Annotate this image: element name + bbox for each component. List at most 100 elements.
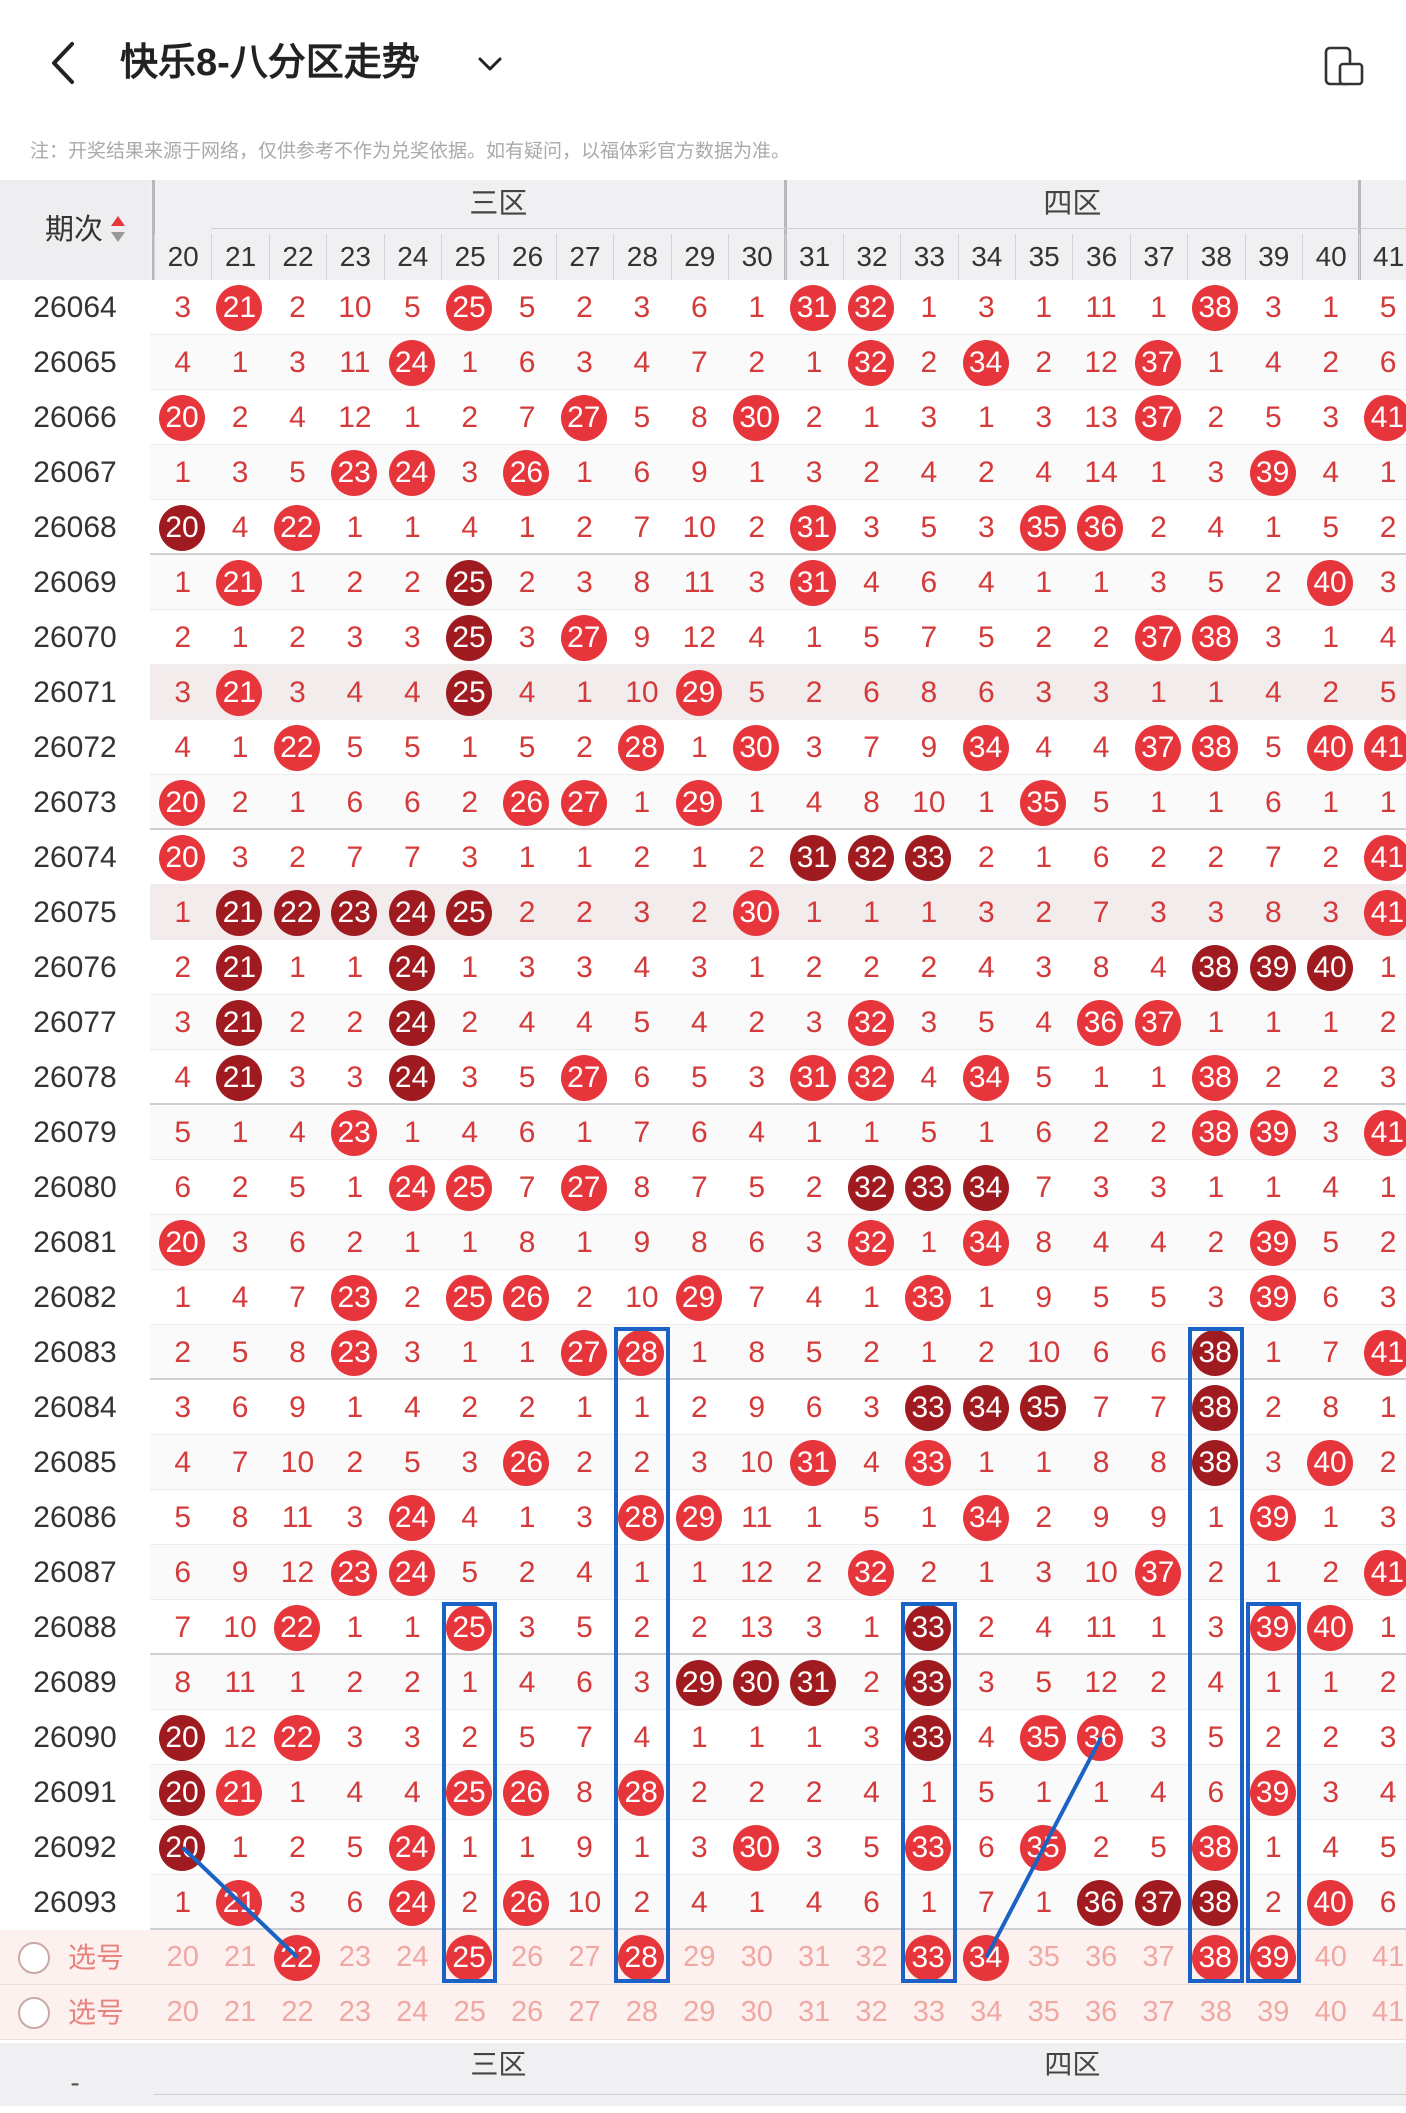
back-chevron-icon[interactable]	[40, 38, 90, 88]
omission-count: 4	[863, 566, 880, 599]
omission-count: 3	[748, 1061, 766, 1094]
number-ball: 24	[388, 340, 435, 386]
footer-column-number	[613, 2094, 671, 2106]
select-number[interactable]: 23	[338, 1941, 372, 1973]
selected-number-ball[interactable]: 39	[1249, 1935, 1296, 1981]
selected-number-ball[interactable]: 38	[1192, 1935, 1239, 1981]
period-cell: 26064	[0, 280, 150, 335]
page-title[interactable]: 快乐8-八分区走势	[120, 42, 420, 84]
select-number[interactable]: 29	[683, 1941, 716, 1973]
selected-number-ball[interactable]: 33	[905, 1935, 952, 1981]
period-cell: 26078	[0, 1050, 150, 1105]
select-number[interactable]: 40	[1314, 1941, 1347, 1973]
selected-number-ball[interactable]: 22	[273, 1935, 320, 1981]
select-number[interactable]: 36	[1084, 1996, 1118, 2028]
footer-column-number	[842, 2094, 901, 2106]
omission-count: 3	[346, 1061, 364, 1094]
select-label[interactable]: 选号	[68, 1942, 125, 1973]
number-ball: 20	[159, 395, 205, 441]
omission-count: 6	[1264, 786, 1282, 819]
omission-count: 2	[231, 786, 249, 819]
select-number[interactable]: 22	[281, 1996, 314, 2028]
select-number[interactable]: 37	[1142, 1996, 1175, 2028]
select-number[interactable]: 35	[1027, 1996, 1060, 2028]
radio-circle-icon[interactable]	[18, 1942, 50, 1974]
omission-count: 1	[1035, 1886, 1053, 1919]
select-number[interactable]: 23	[338, 1996, 372, 2028]
omission-count: 3	[1207, 456, 1225, 489]
select-number[interactable]: 25	[453, 1996, 486, 2028]
number-ball: 39	[1249, 1495, 1296, 1541]
omission-count: 9	[576, 1831, 593, 1864]
select-number[interactable]: 35	[1027, 1941, 1060, 1973]
omission-count: 5	[805, 1336, 823, 1369]
select-number[interactable]: 24	[396, 1996, 429, 2028]
select-number[interactable]: 31	[797, 1941, 831, 1973]
omission-count: 3	[403, 1336, 421, 1369]
select-number[interactable]: 20	[166, 1941, 199, 1973]
chevron-down-icon[interactable]	[472, 46, 508, 82]
selected-number-ball[interactable]: 34	[962, 1935, 1009, 1981]
number-ball: 27	[560, 780, 607, 826]
omission-count: 3	[1322, 401, 1340, 434]
select-number[interactable]: 21	[223, 1941, 257, 1973]
omission-count: 1	[1150, 676, 1167, 709]
select-number[interactable]: 34	[970, 1996, 1003, 2028]
period-cell: 26087	[0, 1545, 150, 1600]
selected-number-ball[interactable]: 28	[618, 1935, 665, 1981]
number-ball: 37	[1134, 1550, 1181, 1596]
select-number[interactable]: 36	[1084, 1941, 1118, 1973]
select-number[interactable]: 28	[625, 1996, 659, 2028]
omission-count: 4	[1150, 1226, 1167, 1259]
footer-column-number	[1187, 2094, 1245, 2106]
select-number[interactable]: 26	[510, 1941, 544, 1973]
select-number[interactable]: 32	[855, 1941, 888, 1973]
number-ball: 31	[790, 1440, 837, 1486]
select-label[interactable]: 选号	[68, 1997, 125, 2028]
select-number[interactable]: 27	[568, 1941, 601, 1973]
select-number[interactable]: 20	[166, 1996, 199, 2028]
omission-count: 6	[863, 676, 880, 709]
omission-count: 5	[1264, 731, 1282, 764]
omission-count: 1	[863, 1281, 880, 1314]
column-number: 28	[613, 234, 670, 280]
number-ball: 24	[388, 450, 435, 496]
period-header-cell[interactable]: 期次	[0, 180, 150, 280]
selected-number-ball[interactable]: 25	[446, 1935, 492, 1981]
number-ball: 37	[1134, 395, 1181, 441]
omission-count: 1	[1379, 1611, 1397, 1644]
select-number[interactable]: 27	[568, 1996, 601, 2028]
number-ball: 33	[905, 1385, 952, 1431]
omission-count: 2	[1264, 1886, 1282, 1919]
omission-count: 3	[518, 621, 536, 654]
select-number[interactable]: 30	[740, 1996, 773, 2028]
select-number[interactable]: 29	[683, 1996, 716, 2028]
select-number[interactable]: 41	[1371, 1941, 1405, 1973]
select-number[interactable]: 32	[855, 1996, 888, 2028]
phone-rotate-icon[interactable]	[1322, 44, 1366, 88]
sort-arrows-icon[interactable]	[110, 214, 126, 244]
omission-count: 4	[920, 1061, 938, 1094]
footer-column-number	[957, 2094, 1015, 2106]
select-number[interactable]: 21	[223, 1996, 257, 2028]
omission-count: 4	[690, 1886, 708, 1919]
select-number[interactable]: 33	[912, 1996, 946, 2028]
select-number[interactable]: 37	[1142, 1941, 1175, 1973]
footer-column-number	[498, 2094, 556, 2106]
select-number[interactable]: 38	[1199, 1996, 1233, 2028]
omission-count: 6	[231, 1391, 249, 1424]
number-ball: 23	[331, 1110, 378, 1156]
radio-circle-icon[interactable]	[18, 1997, 50, 2029]
select-number[interactable]: 30	[740, 1941, 773, 1973]
select-number[interactable]: 31	[797, 1996, 831, 2028]
select-number[interactable]: 40	[1314, 1996, 1347, 2028]
number-ball: 28	[618, 725, 665, 771]
select-number[interactable]: 24	[396, 1941, 429, 1973]
title-bar: 快乐8-八分区走势	[0, 0, 1406, 130]
select-number[interactable]: 39	[1257, 1996, 1290, 2028]
omission-count: 8	[1264, 896, 1282, 929]
select-number[interactable]: 41	[1371, 1996, 1405, 2028]
omission-count: 2	[1150, 841, 1167, 874]
select-number[interactable]: 26	[510, 1996, 544, 2028]
omission-count: 3	[805, 456, 823, 489]
